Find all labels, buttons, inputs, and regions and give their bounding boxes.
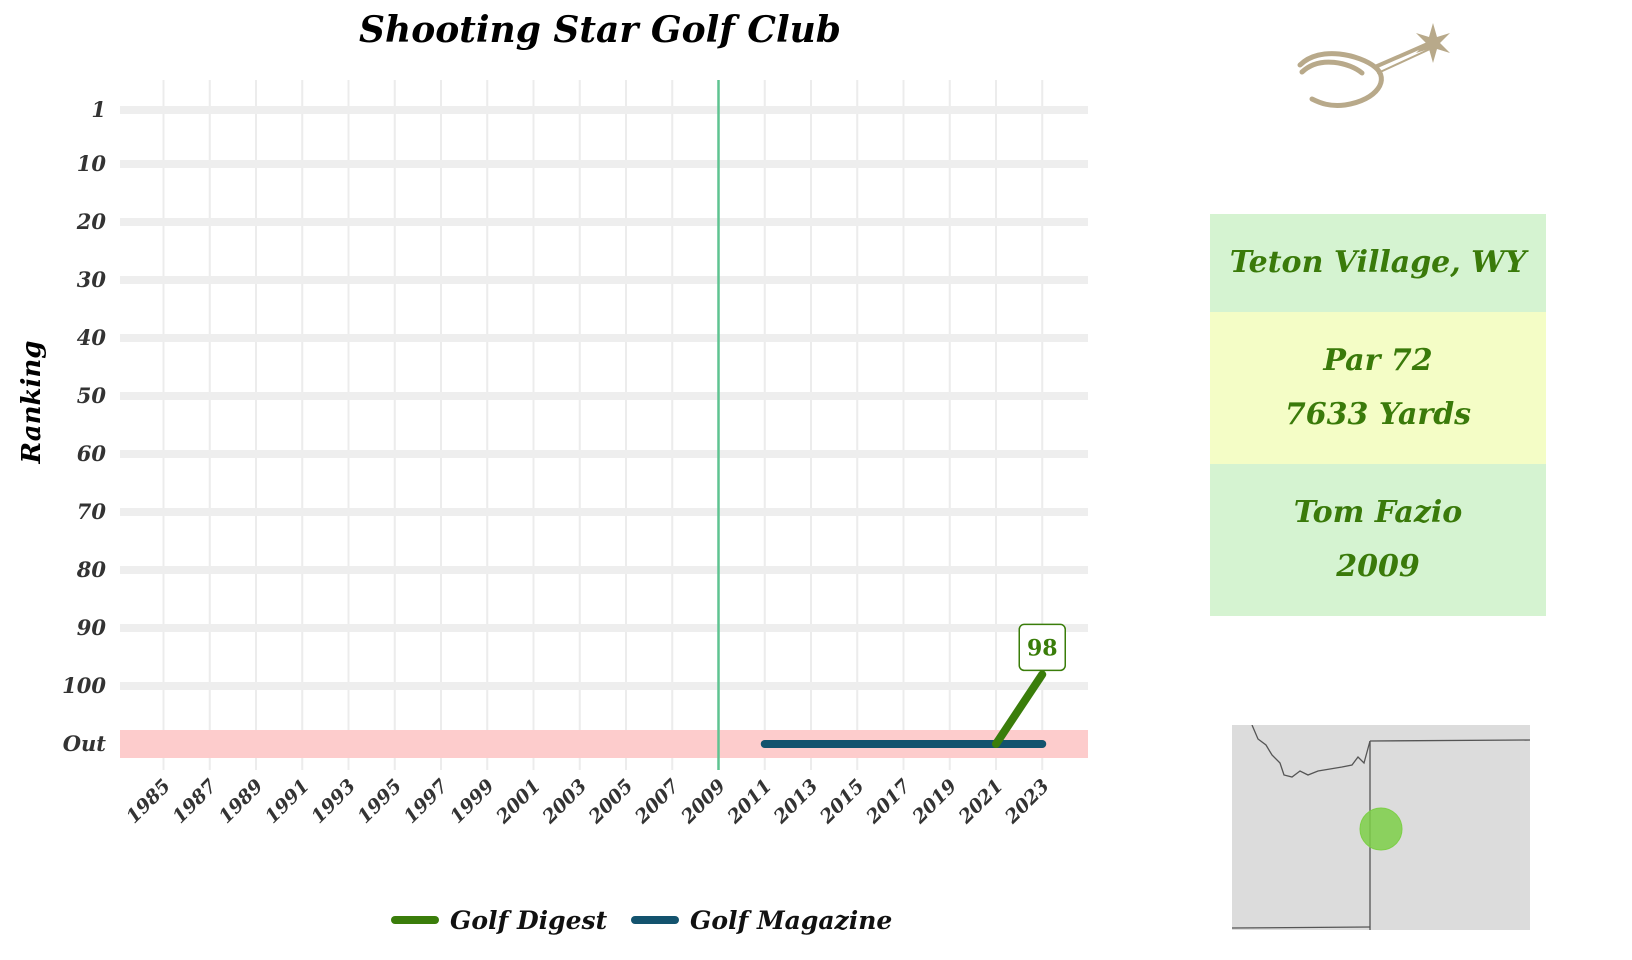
x-axis-ticks: 1985198719891991199319951997199920012003… <box>122 775 1054 829</box>
x-tick-2005: 2005 <box>584 775 638 829</box>
y-tick-30: 30 <box>77 267 107 292</box>
y-tick-50: 50 <box>77 383 107 408</box>
grid <box>120 80 1088 770</box>
y-tick-40: 40 <box>77 325 107 350</box>
architect-text: Tom Fazio <box>1293 495 1463 530</box>
data-labels: 98 <box>1018 623 1066 672</box>
chart-title: Shooting Star Golf Club <box>359 9 841 51</box>
x-tick-2019: 2019 <box>908 775 962 829</box>
state-border-montana-idaho <box>1251 725 1371 778</box>
state-border-wyoming-north <box>1369 739 1530 742</box>
y-tick-10: 10 <box>77 151 107 176</box>
year-opened-text: 2009 <box>1336 549 1420 584</box>
x-tick-2007: 2007 <box>630 775 684 829</box>
x-tick-1997: 1997 <box>400 775 453 828</box>
y-tick-70: 70 <box>77 499 107 524</box>
y-axis-label: Ranking <box>17 341 47 465</box>
data-label-text: 98 <box>1027 635 1058 661</box>
x-tick-1987: 1987 <box>168 775 221 828</box>
x-tick-1991: 1991 <box>261 775 314 828</box>
y-tick-100: 100 <box>62 673 106 698</box>
x-tick-1993: 1993 <box>307 775 360 828</box>
x-tick-1999: 1999 <box>446 775 499 828</box>
x-tick-2017: 2017 <box>861 775 915 829</box>
data-label-98: 98 <box>1018 623 1066 672</box>
y-axis-ticks: 1 10 20 30 40 50 60 70 80 90 100 Out <box>62 97 106 756</box>
star-icon <box>1416 23 1450 63</box>
y-tick-80: 80 <box>76 557 107 582</box>
x-tick-2023: 2023 <box>1000 775 1054 829</box>
x-tick-2003: 2003 <box>538 775 592 829</box>
architect-cell: Tom Fazio 2009 <box>1210 464 1546 616</box>
x-tick-2015: 2015 <box>815 775 869 829</box>
x-tick-2001: 2001 <box>491 775 545 829</box>
course-specs-cell: Par 72 7633 Yards <box>1210 312 1546 464</box>
x-tick-2011: 2011 <box>723 775 777 829</box>
shooting-star-spur-icon <box>1297 23 1450 108</box>
state-border-utah <box>1232 926 1371 929</box>
par-text: Par 72 <box>1323 343 1433 378</box>
series-line-golf-digest <box>992 670 1047 748</box>
legend: Golf Digest Golf Magazine <box>391 906 892 935</box>
y-tick-1: 1 <box>91 97 106 122</box>
x-tick-1995: 1995 <box>353 775 406 828</box>
location-cell: Teton Village, WY <box>1210 214 1546 312</box>
y-tick-90: 90 <box>77 615 107 640</box>
legend-label-golf-magazine: Golf Magazine <box>690 906 892 935</box>
course-info-panel: Teton Village, WY Par 72 7633 Yards Tom … <box>1210 214 1546 616</box>
y-tick-Out: Out <box>63 731 107 756</box>
y-tick-60: 60 <box>77 441 107 466</box>
x-tick-2013: 2013 <box>769 775 823 829</box>
location-map <box>1232 725 1530 930</box>
location-text: Teton Village, WY <box>1229 245 1527 280</box>
x-tick-1985: 1985 <box>122 775 175 828</box>
x-tick-2021: 2021 <box>954 775 1008 829</box>
x-tick-2009: 2009 <box>676 775 730 829</box>
course-location-marker <box>1359 807 1403 851</box>
data-label-box <box>1018 623 1066 672</box>
legend-label-golf-digest: Golf Digest <box>450 906 608 935</box>
series-lines <box>760 670 1047 748</box>
yards-text: 7633 Yards <box>1284 397 1472 432</box>
x-tick-1989: 1989 <box>215 775 268 828</box>
y-tick-20: 20 <box>76 209 107 234</box>
